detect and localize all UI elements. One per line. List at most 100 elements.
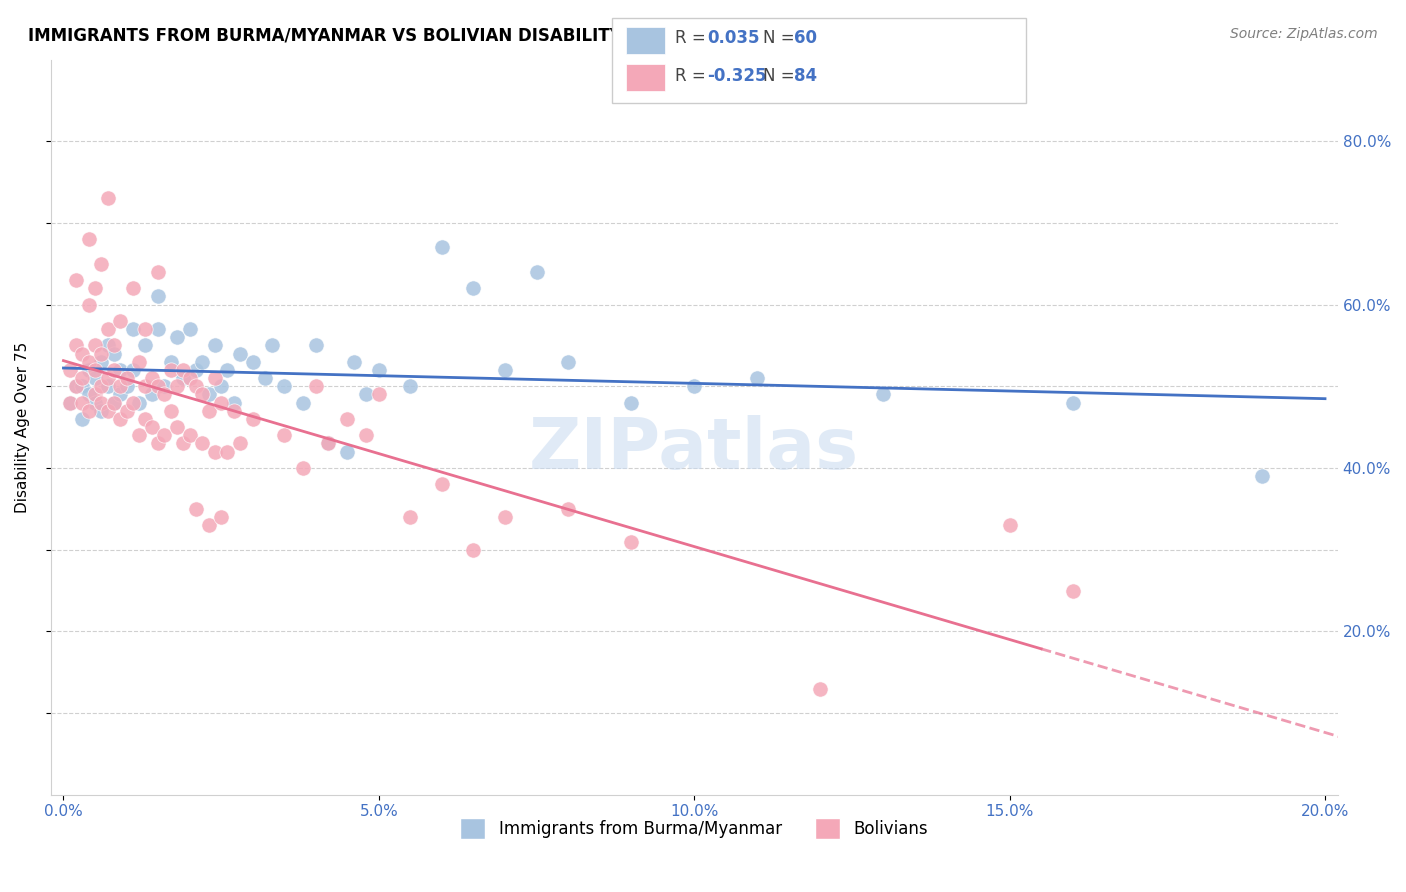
Point [72,379,94,393]
Point [367,387,389,401]
Text: ZIPatlas: ZIPatlas [529,415,859,483]
Point [134,338,156,352]
Point [217,363,239,377]
Point [77,404,100,418]
Point [430,477,453,491]
Point [179,322,201,336]
Point [197,404,219,418]
Point [103,363,125,377]
Point [191,355,214,369]
Point [197,387,219,401]
Point [254,371,277,385]
Point [204,338,226,352]
Point [318,436,340,450]
Text: N =: N = [763,67,800,85]
Legend: Immigrants from Burma/Myanmar, Bolivians: Immigrants from Burma/Myanmar, Bolivians [454,812,935,846]
Point [354,428,377,442]
Point [179,428,201,442]
Point [97,191,120,205]
Point [110,412,132,426]
Point [90,379,112,393]
Point [336,412,359,426]
Text: N =: N = [763,29,800,47]
Point [159,355,181,369]
Point [1251,469,1274,483]
Point [110,379,132,393]
Point [146,379,169,393]
Point [146,322,169,336]
Point [90,355,112,369]
Point [128,395,150,409]
Point [90,404,112,418]
Point [141,420,163,434]
Text: 0.035: 0.035 [707,29,759,47]
Point [343,355,366,369]
Point [90,346,112,360]
Point [115,404,138,418]
Point [97,404,120,418]
Point [77,298,100,312]
Point [305,338,328,352]
Point [184,501,207,516]
Point [97,379,120,393]
Point [172,371,194,385]
Point [808,681,831,696]
Point [292,461,315,475]
Point [65,379,87,393]
Point [84,281,107,295]
Point [273,428,295,442]
Point [77,355,100,369]
Point [179,371,201,385]
Point [97,322,120,336]
Point [72,412,94,426]
Point [65,379,87,393]
Point [191,436,214,450]
Text: 60: 60 [794,29,817,47]
Point [84,395,107,409]
Point [209,395,232,409]
Point [159,404,181,418]
Y-axis label: Disability Age Over 75: Disability Age Over 75 [15,342,30,513]
Point [153,387,176,401]
Point [72,395,94,409]
Point [72,371,94,385]
Text: IMMIGRANTS FROM BURMA/MYANMAR VS BOLIVIAN DISABILITY AGE OVER 75 CORRELATION CHA: IMMIGRANTS FROM BURMA/MYANMAR VS BOLIVIA… [28,27,956,45]
Point [260,338,283,352]
Point [526,265,548,279]
Point [209,510,232,524]
Point [90,257,112,271]
Point [97,338,120,352]
Point [141,387,163,401]
Point [292,395,315,409]
Text: R =: R = [675,67,711,85]
Point [153,379,176,393]
Point [242,412,264,426]
Point [229,346,252,360]
Point [166,330,188,344]
Point [146,289,169,303]
Text: -0.325: -0.325 [707,67,766,85]
Point [620,534,643,549]
Point [354,387,377,401]
Point [59,395,82,409]
Point [217,444,239,458]
Point [65,338,87,352]
Point [204,371,226,385]
Point [97,371,120,385]
Point [103,395,125,409]
Point [620,395,643,409]
Point [197,518,219,533]
Point [84,371,107,385]
Point [683,379,706,393]
Point [121,322,143,336]
Point [273,379,295,393]
Point [184,363,207,377]
Point [141,371,163,385]
Point [128,355,150,369]
Text: 84: 84 [794,67,817,85]
Point [242,355,264,369]
Point [77,387,100,401]
Point [103,395,125,409]
Point [209,379,232,393]
Point [90,395,112,409]
